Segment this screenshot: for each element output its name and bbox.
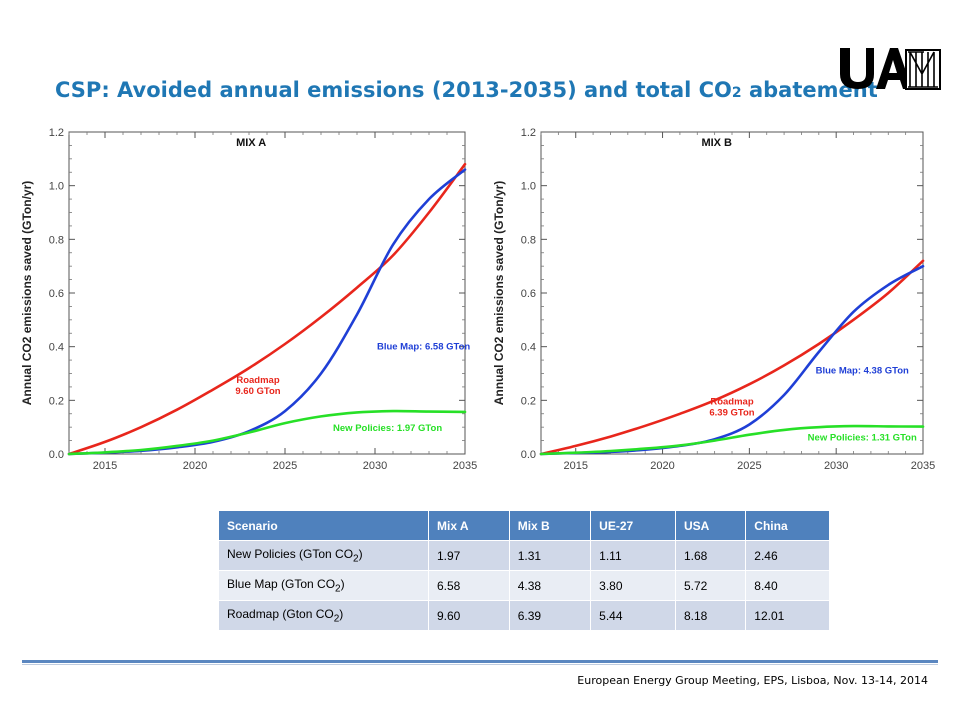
annotation-line: New Policies: 1.97 GTon (333, 423, 442, 434)
x-tick-label: 2025 (273, 460, 297, 472)
y-tick-label: 1.0 (521, 181, 536, 193)
row-label-sub: 2 (335, 583, 341, 595)
table-cell: 1.11 (590, 540, 676, 571)
chart-svg: 0.0 0.2 0.4 0.6 0.8 1.0 1.2 2015 2020 2025 2030 203… (492, 127, 935, 472)
table-row: New Policies (GTon CO2) 1.97 1.31 1.11 1… (218, 540, 830, 571)
y-tick-label: 0.2 (49, 395, 64, 407)
y-axis-label: Annual CO2 emissions saved (GTon/yr) (492, 181, 506, 406)
x-tick-label: 2015 (93, 460, 117, 472)
plot-frame (68, 131, 466, 455)
footer-rule (22, 660, 938, 663)
series-line-roadmap (539, 259, 925, 456)
table-cell: 1.97 (428, 540, 510, 571)
y-axis-label: Annual CO2 emissions saved (GTon/yr) (20, 181, 34, 406)
x-tick-label: 2015 (563, 460, 587, 472)
y-tick-label: 1.0 (49, 181, 64, 193)
annotation-roadmap: Roadmap 6.39 GTon (709, 396, 754, 418)
row-label-text: Blue Map (GTon CO (227, 576, 336, 591)
header-scenario: Scenario (218, 510, 429, 541)
row-label: New Policies (GTon CO2) (218, 540, 429, 571)
chart-title: MIX B (701, 137, 732, 149)
chart-title: MIX A (236, 137, 266, 149)
title-main: CSP: Avoided annual emissions (2013-2035… (55, 78, 732, 102)
header-mix-b: Mix B (508, 510, 592, 541)
y-tick-label: 0.4 (49, 342, 64, 354)
header-ue27: UE-27 (590, 510, 676, 541)
y-tick-label: 0.8 (521, 234, 536, 246)
table-cell: 5.44 (590, 600, 676, 631)
y-tick-label: 0.4 (521, 342, 536, 354)
annotation-line: New Policies: 1.31 GTon (808, 433, 917, 444)
annotation-line: Blue Map: 6.58 GTon (377, 341, 470, 352)
footer-rule-thin (22, 664, 938, 665)
annotation-line: Roadmap (236, 375, 279, 386)
series-line-roadmap (67, 162, 467, 456)
slide-title: CSP: Avoided annual emissions (2013-2035… (55, 78, 878, 102)
uam-logo (840, 48, 941, 90)
annotation-new-policies: New Policies: 1.97 GTon (333, 423, 442, 434)
chart-svg: 0.0 0.2 0.4 0.6 0.8 1.0 1.2 2015 2020 2025 2030 203… (20, 127, 477, 472)
header-china: China (745, 510, 830, 541)
row-label-end: ) (339, 606, 344, 621)
x-tick-label: 2035 (453, 460, 477, 472)
table-cell: 4.38 (508, 570, 592, 601)
annotation-blue-map: Blue Map: 6.58 GTon (377, 341, 470, 352)
table-cell: 1.31 (508, 540, 592, 571)
table-cell: 9.60 (428, 600, 510, 631)
series-line-new-policies (539, 424, 925, 456)
table-header-row: Scenario Mix A Mix B UE-27 USA China (218, 510, 830, 541)
annotation-new-policies: New Policies: 1.31 GTon (808, 433, 917, 444)
row-label: Blue Map (GTon CO2) (218, 570, 429, 601)
y-tick-label: 0.6 (49, 288, 64, 300)
y-tick-label: 1.2 (521, 127, 536, 139)
chart-mix-a: 0.0 0.2 0.4 0.6 0.8 1.0 1.2 2015 2020 2025 2030 203… (15, 118, 485, 478)
table-row: Blue Map (GTon CO2) 6.58 4.38 3.80 5.72 … (218, 570, 830, 601)
annotation-roadmap: Roadmap 9.60 GTon (235, 375, 280, 397)
annotation-line: Roadmap (710, 396, 753, 407)
table-cell: 1.68 (674, 540, 747, 571)
y-tick-label: 0.6 (521, 288, 536, 300)
row-label: Roadmap (Gton CO2) (218, 600, 429, 631)
title-subscript: 2 (731, 85, 742, 101)
y-tick-label: 0.8 (49, 234, 64, 246)
x-tick-label: 2020 (183, 460, 207, 472)
x-tick-label: 2030 (363, 460, 387, 472)
abatement-table: Scenario Mix A Mix B UE-27 USA China New… (218, 510, 830, 631)
table-cell: 3.80 (590, 570, 676, 601)
table-cell: 6.58 (428, 570, 510, 601)
table-cell: 8.40 (745, 570, 830, 601)
table-cell: 12.01 (745, 600, 830, 631)
y-tick-label: 0.2 (521, 395, 536, 407)
header-mix-a: Mix A (428, 510, 510, 541)
row-label-end: ) (340, 576, 345, 591)
x-tick-label: 2035 (911, 460, 935, 472)
y-tick-label: 0.0 (49, 449, 64, 461)
table-row: Roadmap (Gton CO2) 9.60 6.39 5.44 8.18 1… (218, 600, 830, 631)
table-cell: 6.39 (508, 600, 592, 631)
row-label-text: Roadmap (Gton CO (227, 606, 334, 621)
annotation-line: 6.39 GTon (709, 407, 754, 418)
footer-text: European Energy Group Meeting, EPS, Lisb… (577, 674, 928, 687)
row-label-sub: 2 (353, 553, 359, 565)
annotation-blue-map: Blue Map: 4.38 GTon (816, 366, 909, 377)
table-cell: 8.18 (674, 600, 747, 631)
y-tick-label: 0.0 (521, 449, 536, 461)
table-cell: 5.72 (674, 570, 747, 601)
header-usa: USA (674, 510, 747, 541)
series-line-new-policies (67, 409, 467, 456)
x-tick-label: 2025 (737, 460, 761, 472)
x-tick-label: 2030 (824, 460, 848, 472)
chart-mix-b: 0.0 0.2 0.4 0.6 0.8 1.0 1.2 2015 2020 2025 2030 203… (487, 118, 943, 478)
y-tick-label: 1.2 (49, 127, 64, 139)
row-label-sub: 2 (333, 613, 340, 625)
row-label-text: New Policies (GTon CO (227, 546, 354, 561)
x-tick-label: 2020 (650, 460, 674, 472)
annotation-line: 9.60 GTon (235, 386, 280, 397)
annotation-line: Blue Map: 4.38 GTon (816, 366, 909, 377)
table-cell: 2.46 (745, 540, 830, 571)
row-label-end: ) (358, 546, 363, 561)
